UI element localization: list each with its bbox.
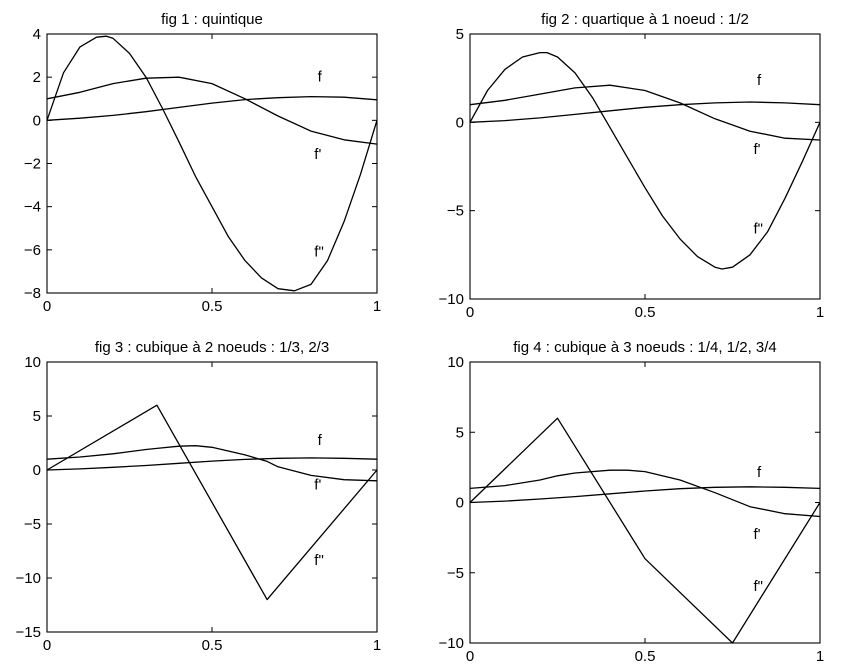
y-tick-label: 5 xyxy=(456,26,464,43)
y-tick-label: −2 xyxy=(24,156,41,173)
y-tick-label: −10 xyxy=(16,570,41,587)
series-line-f xyxy=(46,457,378,471)
y-tick-label: −5 xyxy=(24,516,41,533)
y-tick-label: −8 xyxy=(24,285,41,302)
axes-frame xyxy=(46,361,378,633)
y-tick-label: −5 xyxy=(447,203,464,220)
subplot-title: fig 2 : quartique à 1 noeud : 1/2 xyxy=(541,11,749,28)
curve-label-f: f xyxy=(757,72,762,89)
x-tick-label: 0 xyxy=(466,304,474,321)
axes-frame xyxy=(469,361,821,644)
subplot-3: fig 3 : cubique à 2 noeuds : 1/3, 2/3 0 0.… xyxy=(16,339,382,654)
y-tick-label: −6 xyxy=(24,242,41,259)
x-tick-label: 1 xyxy=(373,637,381,654)
series-line-fpp xyxy=(469,417,821,644)
y-tick-label: −10 xyxy=(439,635,464,652)
curve-label-fpp: f" xyxy=(314,243,324,260)
series-line-fp xyxy=(469,84,821,141)
curve-label-f: f xyxy=(318,68,323,85)
y-tick-label: 4 xyxy=(33,26,41,43)
curve-label-fpp: f" xyxy=(314,552,324,569)
curve-label-fpp: f" xyxy=(754,578,764,595)
series-line-fp xyxy=(469,469,821,518)
x-tick-label: 0.5 xyxy=(635,648,656,665)
curve-label-fp: f' xyxy=(754,526,761,543)
x-tick-label: 1 xyxy=(373,298,381,315)
y-tick-label: 0 xyxy=(456,495,464,512)
subplot-title: fig 4 : cubique à 3 noeuds : 1/4, 1/2, 3… xyxy=(513,339,777,356)
y-tick-label: 5 xyxy=(456,424,464,441)
x-tick-label: 0 xyxy=(466,648,474,665)
series-line-f xyxy=(469,101,821,123)
curve-label-fp: f' xyxy=(314,476,321,493)
series-line-fpp xyxy=(469,51,821,270)
y-tick-label: 5 xyxy=(33,408,41,425)
series-line-fpp xyxy=(46,404,378,601)
y-tick-label: −15 xyxy=(16,624,41,641)
curve-label-fp: f' xyxy=(314,146,321,163)
x-tick-label: 0.5 xyxy=(202,637,223,654)
axes-frame xyxy=(46,33,378,294)
subplot-2: fig 2 : quartique à 1 noeud : 1/2 0 0.5 1 −1… xyxy=(439,11,825,321)
y-tick-label: −10 xyxy=(439,291,464,308)
y-tick-label: −5 xyxy=(447,565,464,582)
x-tick-label: 1 xyxy=(816,648,824,665)
y-tick-label: 10 xyxy=(447,354,464,371)
series-line-f xyxy=(469,486,821,504)
y-tick-label: −4 xyxy=(24,199,41,216)
axes-frame xyxy=(469,33,821,300)
curve-label-f: f xyxy=(757,464,762,481)
subplot-4: fig 4 : cubique à 3 noeuds : 1/4, 1/2, 3… xyxy=(439,339,825,665)
y-tick-label: 2 xyxy=(33,69,41,86)
x-tick-label: 0 xyxy=(43,637,51,654)
y-tick-label: 10 xyxy=(24,354,41,371)
series-line-fpp xyxy=(46,35,378,292)
y-tick-label: 0 xyxy=(456,114,464,131)
x-tick-label: 0 xyxy=(43,298,51,315)
series-line-f xyxy=(46,95,378,121)
subplot-title: fig 3 : cubique à 2 noeuds : 1/3, 2/3 xyxy=(95,339,329,356)
series-line-fp xyxy=(46,445,378,482)
curve-label-f: f xyxy=(318,432,323,449)
y-tick-label: 0 xyxy=(33,112,41,129)
curve-label-fpp: f" xyxy=(754,221,764,238)
subplot-title: fig 1 : quintique xyxy=(161,11,263,28)
y-tick-label: 0 xyxy=(33,462,41,479)
x-tick-label: 1 xyxy=(816,304,824,321)
curve-label-fp: f' xyxy=(754,141,761,158)
series-line-fp xyxy=(46,76,378,145)
x-tick-label: 0.5 xyxy=(635,304,656,321)
x-tick-label: 0.5 xyxy=(202,298,223,315)
subplot-1: fig 1 : quintique 0 0.5 1 −8 −6 −4 −2 0 2 4 f f' f" xyxy=(24,11,381,315)
